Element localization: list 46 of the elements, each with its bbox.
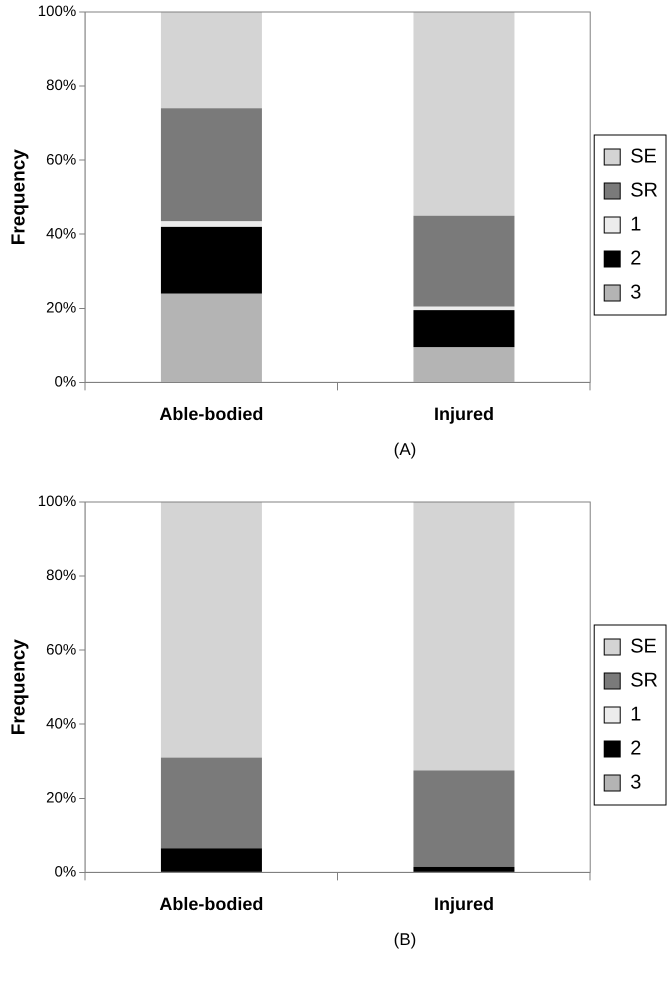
- x-tick-label: Injured: [434, 894, 494, 914]
- bar: [160, 294, 262, 382]
- y-tick-label: 100%: [38, 3, 76, 20]
- bar: [413, 216, 514, 306]
- bar: [160, 758, 262, 848]
- legend-label: 3: [630, 282, 642, 304]
- bar: [413, 866, 514, 872]
- legend-label: 3: [630, 772, 642, 794]
- bar: [413, 770, 514, 867]
- x-tick-label: Injured: [434, 404, 494, 424]
- legend-label: 1: [630, 214, 642, 236]
- y-tick-label: 80%: [46, 567, 76, 584]
- y-axis-title: Frequency: [8, 148, 30, 246]
- y-tick-label: 60%: [46, 151, 76, 168]
- bar: [160, 848, 262, 872]
- y-tick-label: 60%: [46, 641, 76, 658]
- x-tick-label: Able-bodied: [159, 404, 264, 424]
- legend-label: 2: [630, 738, 642, 760]
- y-tick-label: 20%: [46, 789, 76, 806]
- y-tick-label: 0%: [54, 374, 76, 391]
- y-tick-label: 0%: [54, 864, 76, 881]
- legend-label: 1: [630, 704, 642, 726]
- bar: [160, 226, 262, 294]
- x-tick-label: Able-bodied: [159, 894, 264, 914]
- bar: [413, 347, 514, 382]
- bar: [413, 306, 514, 310]
- legend-label: SR: [630, 670, 658, 692]
- y-tick-label: 20%: [46, 299, 76, 316]
- y-tick-label: 40%: [46, 225, 76, 242]
- bar: [160, 108, 262, 222]
- text: (B): [392, 930, 418, 950]
- y-tick-label: 100%: [38, 493, 76, 510]
- bar: [413, 502, 514, 771]
- legend-label: SE: [630, 636, 657, 658]
- y-axis-title: Frequency: [8, 638, 30, 736]
- text: (A): [392, 440, 418, 460]
- legend-label: SE: [630, 146, 657, 168]
- legend-label: SR: [630, 180, 658, 202]
- bar: [160, 221, 262, 227]
- bar: [160, 12, 262, 108]
- bar: [413, 12, 514, 216]
- y-tick-label: 40%: [46, 715, 76, 732]
- bar: [413, 310, 514, 348]
- y-tick-label: 80%: [46, 77, 76, 94]
- bar: [160, 502, 262, 758]
- legend-label: 2: [630, 248, 642, 270]
